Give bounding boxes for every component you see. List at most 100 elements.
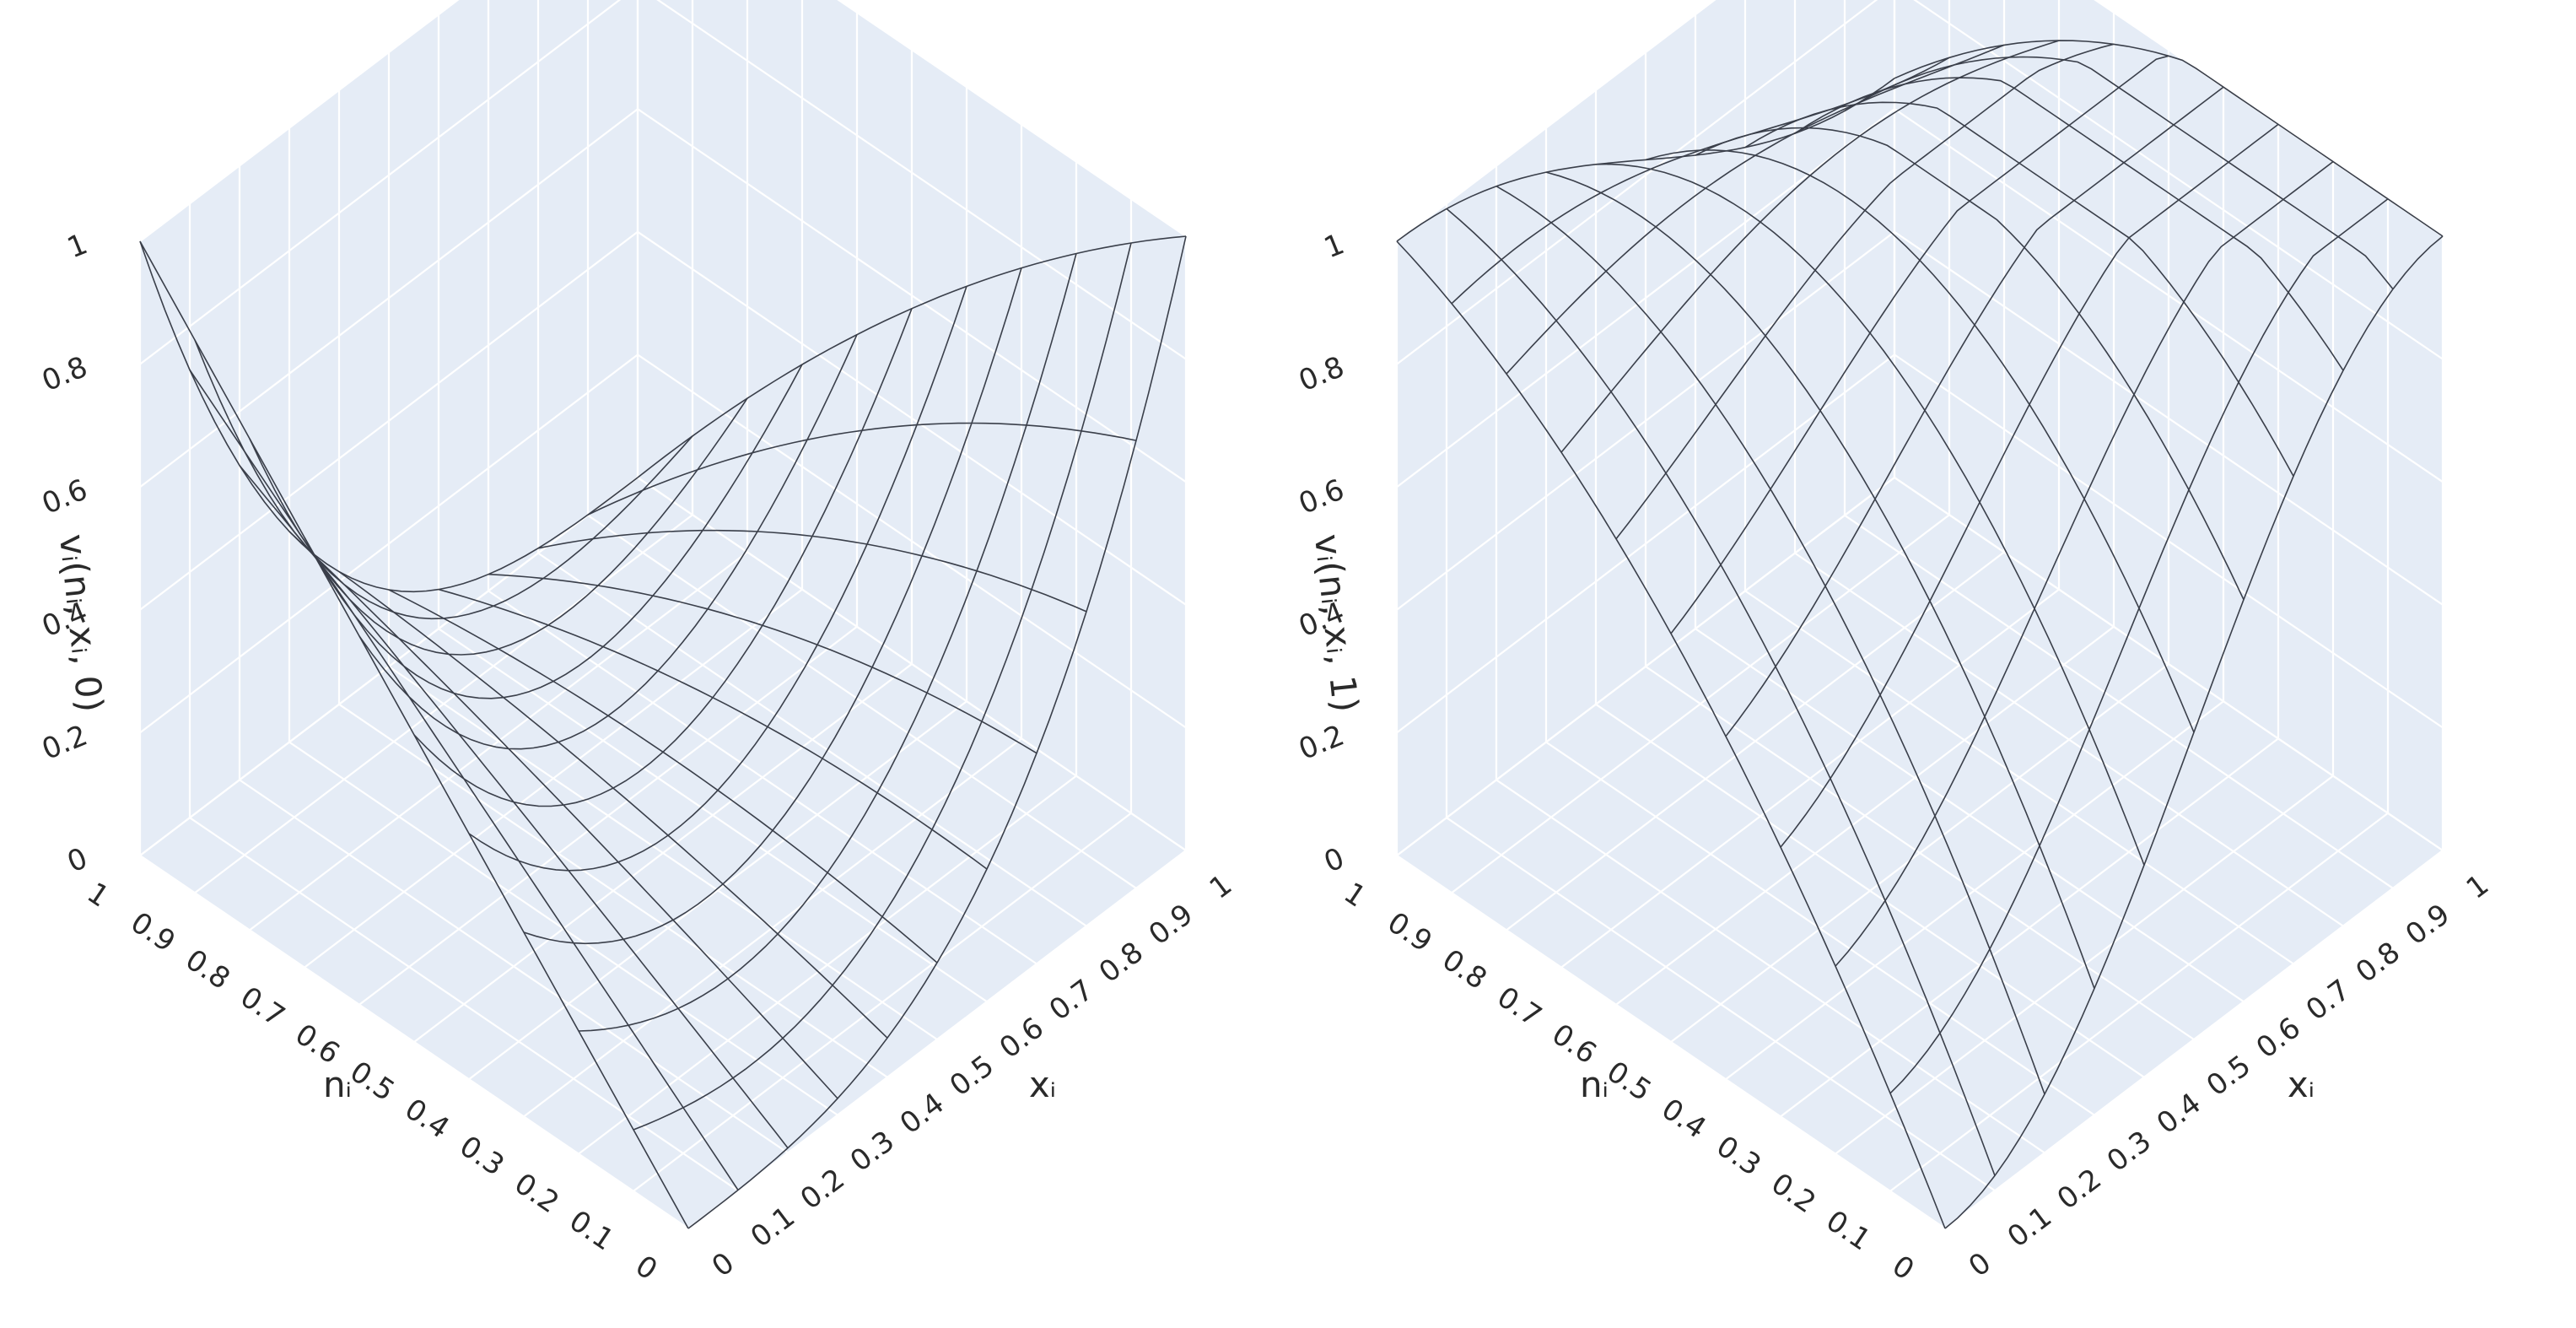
grid-line: [1560, 588, 2060, 969]
wire-const-x: [637, 235, 1187, 478]
x-tick-label: 0.8: [2350, 936, 2406, 990]
grid-line: [1844, 514, 2394, 889]
grid-line: [637, 354, 1187, 729]
grid-line: [656, 0, 1187, 360]
wire-const-x: [537, 529, 1087, 613]
grid-line: [413, 663, 913, 1043]
surface-plot-t1[interactable]: 00.10.20.30.40.50.60.70.80.9100.10.20.30…: [1294, 0, 2495, 1288]
grid-line: [139, 108, 639, 489]
grid-line: [537, 552, 1087, 927]
x-tick-label: 0.6: [994, 1011, 1050, 1065]
grid-line: [1894, 477, 2444, 851]
n-tick-label: 0.2: [1765, 1167, 1822, 1220]
wire-const-n: [139, 240, 639, 593]
grid-line: [1615, 625, 2115, 1006]
z-tick-label: 0.2: [37, 719, 92, 767]
z-tick-label: 0: [1319, 841, 1349, 879]
n-tick-label: 0.5: [1601, 1055, 1657, 1108]
wire-const-x: [488, 573, 1037, 754]
grid-line: [249, 551, 748, 931]
grid-line: [1396, 108, 1895, 489]
wire-const-n: [1615, 43, 2115, 540]
n-tick-label: 0.7: [234, 980, 291, 1034]
wire-const-n: [358, 334, 858, 750]
z-tick-label: 0.6: [37, 472, 92, 521]
z-tick-label: 0.8: [1294, 350, 1349, 398]
x-tick-label: 0.4: [2151, 1087, 2207, 1141]
x-tick-label: 1: [2460, 868, 2495, 906]
grid-line: [304, 588, 803, 969]
z-tick-label: 0.2: [1294, 719, 1349, 767]
n-tick-label: 0.5: [344, 1055, 401, 1108]
grid-line: [1744, 590, 2294, 965]
x-tick-label: 0.9: [2400, 898, 2456, 952]
grid-line: [1794, 552, 2344, 927]
wire-const-x: [1744, 101, 2294, 477]
n-tick-label: 0.8: [1436, 943, 1493, 996]
x-tick-label: 0.2: [795, 1162, 851, 1216]
scene-0-n-axis-title: nᵢ: [323, 1064, 352, 1105]
x-tick-label: 0.3: [2101, 1125, 2158, 1179]
grid-line: [1695, 628, 2245, 1003]
n-tick-label: 0.4: [399, 1092, 455, 1145]
wire-const-n: [194, 339, 693, 620]
x-tick-label: 0.7: [2300, 973, 2357, 1027]
grid-line: [1894, 354, 2444, 729]
grid-line: [1670, 663, 2169, 1043]
scene-1-n-axis-title: nᵢ: [1580, 1064, 1609, 1105]
z-tick-label: 0.8: [37, 350, 92, 398]
n-tick-label: 0.9: [125, 905, 181, 958]
x-tick-label: 0: [1963, 1246, 1997, 1284]
grid-line: [1894, 230, 2444, 606]
surface-plot-t0[interactable]: 00.10.20.30.40.50.60.70.80.9100.10.20.30…: [37, 0, 1238, 1288]
x-tick-label: 0.1: [745, 1200, 801, 1254]
x-tick-label: 0.8: [1093, 936, 1150, 990]
scene-0-x-axis-title: xᵢ: [1029, 1064, 1056, 1105]
grid-line: [1396, 0, 1878, 365]
wire-const-x: [1894, 40, 2444, 237]
grid-line: [139, 230, 639, 611]
grid-line: [1396, 477, 1895, 856]
n-tick-label: 0.1: [563, 1204, 620, 1257]
x-tick-label: 0.7: [1043, 973, 1100, 1027]
grid-line: [139, 0, 460, 242]
wire-const-x: [438, 588, 988, 870]
x-tick-label: 0: [706, 1246, 741, 1284]
n-tick-label: 0.9: [1382, 905, 1438, 958]
n-tick-label: 0.1: [1820, 1204, 1877, 1257]
n-tick-label: 1: [81, 876, 115, 914]
n-tick-label: 0.3: [454, 1130, 510, 1183]
z-tick-label: 0: [62, 841, 92, 879]
grid-line: [637, 230, 1187, 606]
x-tick-label: 0.3: [844, 1125, 901, 1179]
wire-const-n: [1670, 55, 2169, 634]
z-tick-label: 1: [62, 227, 92, 265]
n-tick-label: 0: [1886, 1249, 1920, 1287]
scene-0-wireframe: [139, 235, 1187, 1229]
x-tick-label: 1: [1204, 868, 1238, 906]
x-tick-label: 0.9: [1143, 898, 1199, 952]
grid-line: [637, 477, 1187, 851]
n-tick-label: 0.2: [509, 1167, 565, 1220]
n-tick-label: 0.7: [1491, 980, 1548, 1034]
scene-1-x-axis-title: xᵢ: [2288, 1064, 2315, 1105]
x-tick-label: 0.2: [2051, 1162, 2108, 1216]
wire-const-n: [1396, 78, 1895, 242]
x-tick-label: 0.5: [2201, 1049, 2257, 1103]
grid-line: [139, 354, 639, 734]
grid-line: [358, 625, 858, 1006]
grid-line: [139, 0, 622, 365]
x-tick-label: 0.1: [2002, 1200, 2058, 1254]
n-tick-label: 0.6: [1546, 1018, 1603, 1071]
grid-line: [837, 0, 1187, 237]
wire-const-n: [1506, 44, 2005, 375]
wire-const-n: [1560, 40, 2060, 453]
wire-const-x: [1844, 56, 2394, 290]
wire-const-n: [1451, 57, 1950, 305]
n-tick-label: 0.3: [1711, 1130, 1767, 1183]
wire-const-n: [413, 308, 913, 807]
n-tick-label: 0.6: [289, 1018, 346, 1071]
grid-line: [1894, 108, 2444, 483]
grid-line: [194, 514, 693, 894]
